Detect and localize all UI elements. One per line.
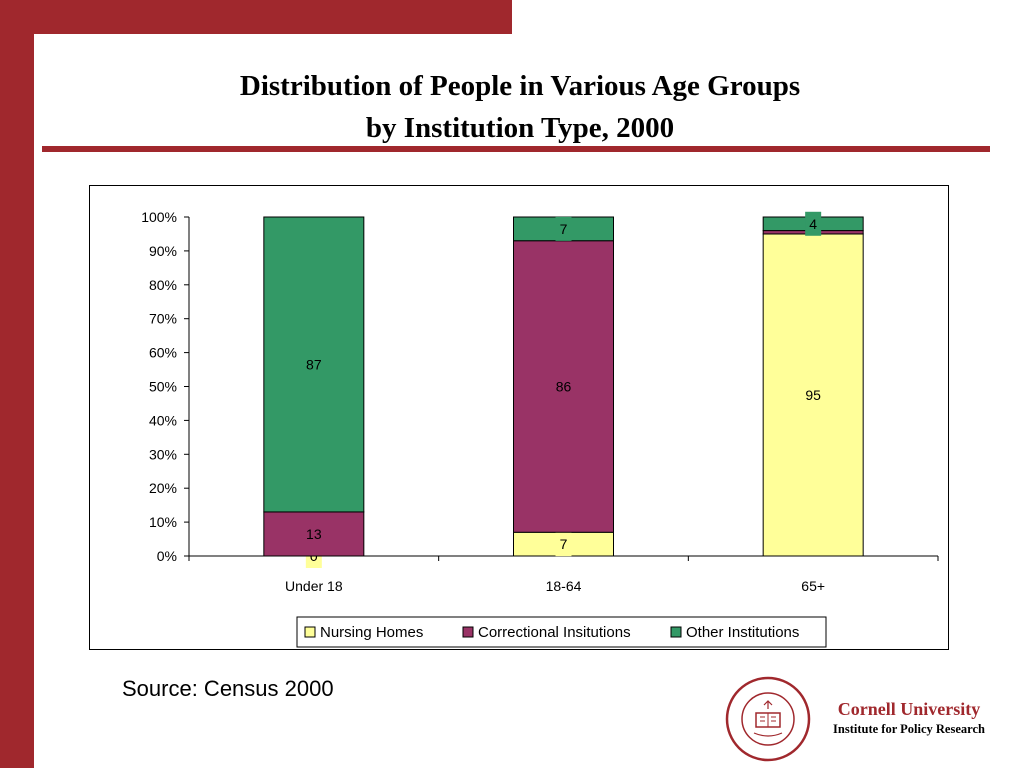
bar-segment [762, 233, 864, 557]
legend-swatch [462, 626, 474, 638]
stacked-bar-chart: 0% 10% 20% 30% 40% 50% 60% 70% 80% 90% 100% Under 1… [141, 209, 939, 648]
source-note: Source: Census 2000 [122, 676, 334, 701]
y-tick-label: 90% [149, 243, 177, 259]
data-label: 4 [809, 216, 817, 232]
data-label: 95 [805, 387, 821, 403]
data-label-box [555, 216, 572, 241]
legend-label: Nursing Homes [320, 624, 423, 641]
y-tick-label: 20% [149, 480, 177, 496]
y-tick-label: 60% [149, 345, 177, 361]
y-tick-label: 10% [149, 514, 177, 530]
bar-segment [513, 240, 614, 533]
data-label-box [555, 532, 572, 557]
logo-subtitle: Institute for Policy Research [833, 722, 985, 736]
x-category-label: 65+ [801, 578, 825, 594]
x-category-label: 18-64 [546, 578, 582, 594]
legend-label: Other Institutions [686, 624, 799, 641]
legend-box [296, 616, 827, 648]
data-label: 7 [560, 221, 568, 237]
cornell-seal-icon [725, 676, 811, 762]
y-tick-label: 50% [149, 379, 177, 395]
y-tick-label: 70% [149, 311, 177, 327]
left-accent-bar [0, 0, 34, 768]
y-tick-label: 40% [149, 412, 177, 428]
y-tick-label: 80% [149, 277, 177, 293]
top-accent-bar [0, 0, 512, 34]
y-tick-label: 30% [149, 446, 177, 462]
data-label: 86 [556, 379, 572, 395]
y-tick-label: 100% [141, 209, 177, 225]
slide-title-line2: by Institution Type, 2000 [365, 112, 675, 144]
logo-name: Cornell University [837, 699, 981, 719]
chart-frame: 0% 10% 20% 30% 40% 50% 60% 70% 80% 90% 100% Under 1… [89, 185, 949, 650]
legend-swatch [304, 626, 316, 638]
data-label-box [805, 211, 822, 236]
data-label: 13 [306, 526, 322, 542]
legend-label: Correctional Insitutions [478, 624, 631, 641]
x-category-label: Under 18 [285, 578, 343, 594]
data-label: 7 [560, 536, 568, 552]
bar-segment [263, 216, 365, 513]
data-label: 87 [306, 356, 322, 372]
legend-swatch [670, 626, 682, 638]
slide-title-line1: Distribution of People in Various Age Gr… [239, 70, 801, 102]
y-tick-label: 0% [157, 548, 177, 564]
title-divider [42, 146, 990, 152]
